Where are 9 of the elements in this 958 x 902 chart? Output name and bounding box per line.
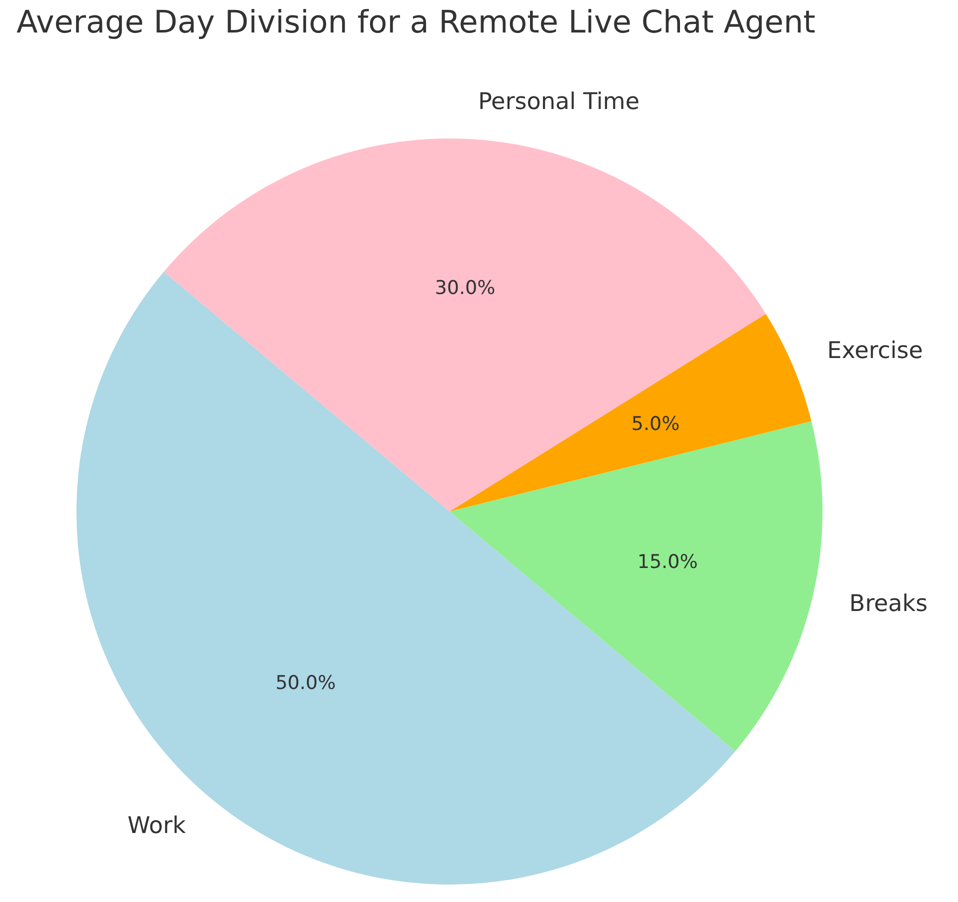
data-label: 50.0% xyxy=(275,672,336,694)
chart-title: Average Day Division for a Remote Live Chat Agent xyxy=(16,4,816,40)
slice-label: Breaks xyxy=(849,590,928,617)
slice-label: Work xyxy=(128,812,186,839)
data-label: 30.0% xyxy=(434,277,496,300)
slice-label: Exercise xyxy=(827,338,923,364)
data-label: 15.0% xyxy=(637,550,698,573)
data-label: 5.0% xyxy=(631,413,680,436)
slice-label: Personal Time xyxy=(478,89,640,116)
